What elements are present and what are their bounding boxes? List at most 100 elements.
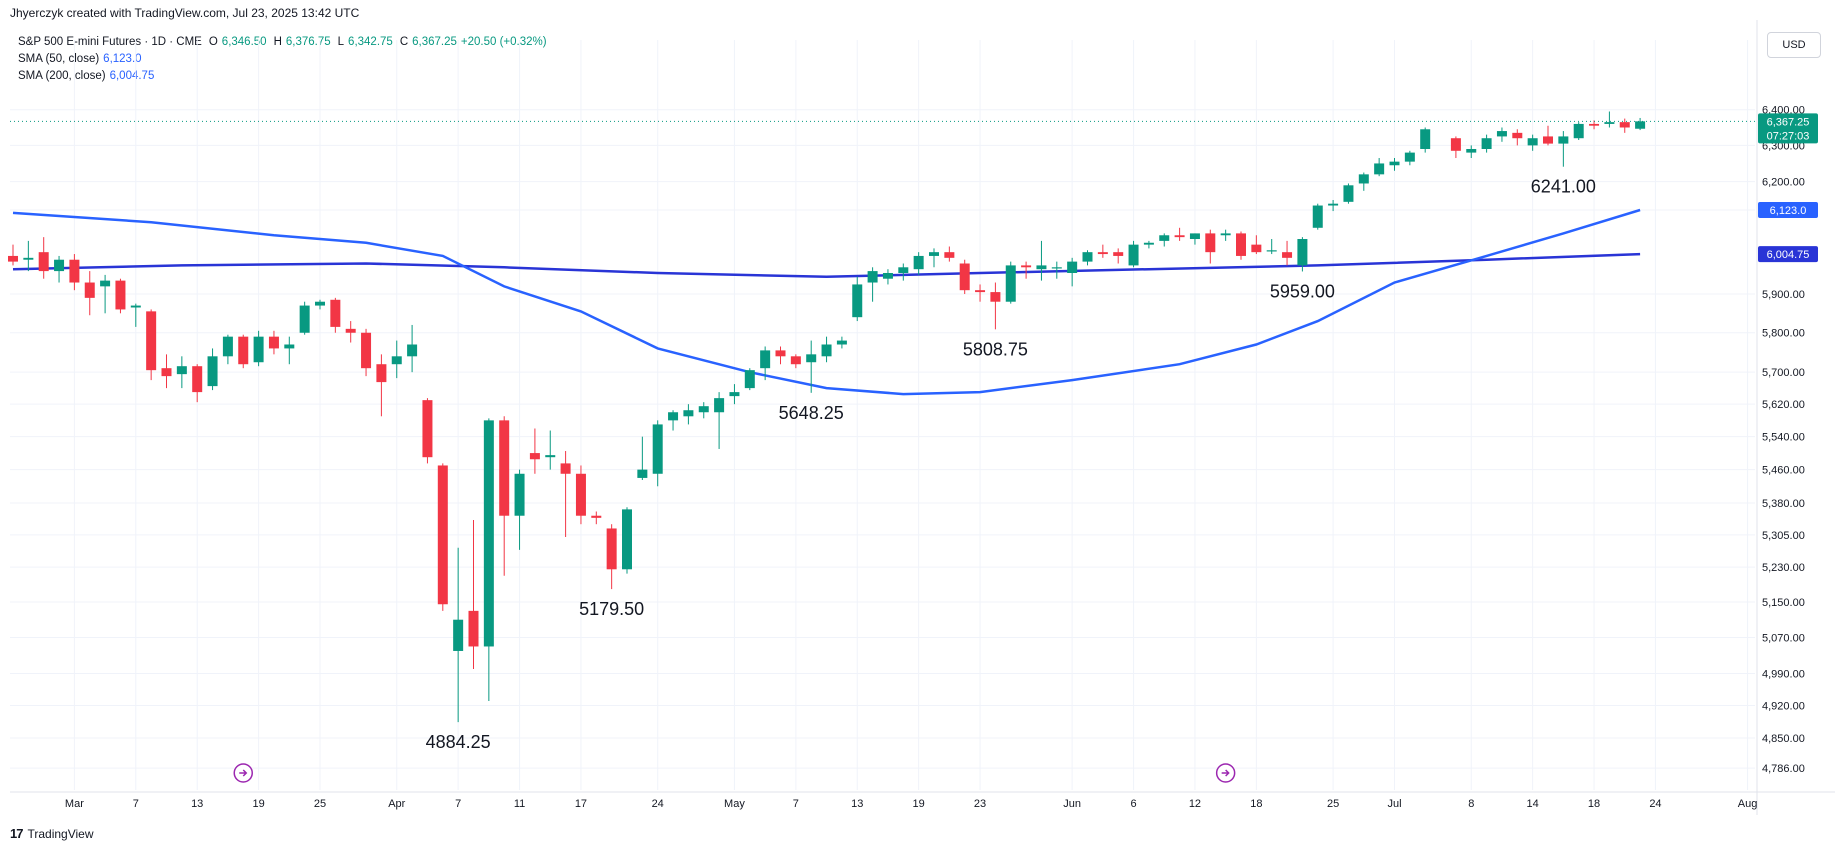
candle[interactable] xyxy=(8,244,18,266)
candle[interactable] xyxy=(821,336,832,363)
candle[interactable] xyxy=(683,404,694,425)
candle[interactable] xyxy=(714,392,725,449)
candle[interactable] xyxy=(437,463,448,611)
candle[interactable] xyxy=(514,469,525,550)
candle[interactable] xyxy=(1159,233,1170,247)
candle[interactable] xyxy=(1051,261,1062,279)
candle[interactable] xyxy=(913,252,924,275)
candle[interactable] xyxy=(161,354,172,389)
candle[interactable] xyxy=(775,346,786,365)
candle[interactable] xyxy=(1420,127,1431,153)
event-markers[interactable] xyxy=(233,763,1236,783)
candle[interactable] xyxy=(1635,117,1646,131)
candle[interactable] xyxy=(422,398,433,464)
candle[interactable] xyxy=(176,356,187,389)
candle[interactable] xyxy=(652,420,663,487)
candle[interactable] xyxy=(1512,129,1523,146)
candle[interactable] xyxy=(1558,131,1569,167)
candle[interactable] xyxy=(1143,240,1154,249)
symbol-title[interactable]: S&P 500 E-mini Futures · 1D · CME xyxy=(18,36,202,48)
candle[interactable] xyxy=(929,248,939,268)
legend-symbol-row[interactable]: S&P 500 E-mini Futures · 1D · CME O 6,346… xyxy=(18,34,547,51)
candle[interactable] xyxy=(867,267,878,302)
candle[interactable] xyxy=(1589,120,1600,130)
candle[interactable] xyxy=(1573,122,1584,141)
candle[interactable] xyxy=(115,278,126,314)
candle[interactable] xyxy=(790,354,801,369)
candle[interactable] xyxy=(1450,136,1461,159)
candle[interactable] xyxy=(760,346,771,381)
candle[interactable] xyxy=(268,330,279,355)
candle[interactable] xyxy=(852,276,863,322)
candle[interactable] xyxy=(836,336,847,349)
candle[interactable] xyxy=(345,321,356,343)
candle[interactable] xyxy=(606,524,617,590)
candle[interactable] xyxy=(192,364,203,403)
legend-sma50-row[interactable]: SMA (50, close) 6,123.0 xyxy=(18,51,547,68)
candle[interactable] xyxy=(23,240,34,272)
candle[interactable] xyxy=(545,430,556,470)
candle[interactable] xyxy=(1604,111,1615,128)
candle[interactable] xyxy=(54,255,65,283)
candle[interactable] xyxy=(1496,127,1507,142)
candle[interactable] xyxy=(1543,125,1553,146)
candle[interactable] xyxy=(84,271,95,316)
candle[interactable] xyxy=(453,547,464,723)
candle[interactable] xyxy=(898,263,909,281)
price-axis[interactable]: 6,400.006,300.006,200.006,123.05,900.005… xyxy=(1762,105,1805,775)
candle[interactable] xyxy=(1374,158,1385,177)
candle[interactable] xyxy=(1328,199,1339,212)
candle[interactable] xyxy=(990,282,1001,330)
legend-sma200-row[interactable]: SMA (200, close) 6,004.75 xyxy=(18,68,547,85)
candle[interactable] xyxy=(1297,237,1308,272)
candle[interactable] xyxy=(299,301,310,335)
candle[interactable] xyxy=(944,246,955,262)
candle[interactable] xyxy=(284,336,295,365)
candle[interactable] xyxy=(806,340,817,393)
candle[interactable] xyxy=(622,507,632,574)
candle[interactable] xyxy=(407,324,418,373)
dividend-arrow-icon[interactable] xyxy=(1215,763,1236,783)
candle[interactable] xyxy=(591,511,602,525)
candle[interactable] xyxy=(1097,244,1108,258)
candle[interactable] xyxy=(1251,235,1262,255)
sma200-label[interactable]: SMA (200, close) xyxy=(18,70,106,82)
candle[interactable] xyxy=(1619,118,1630,133)
candle[interactable] xyxy=(253,330,264,367)
candles[interactable] xyxy=(8,111,1646,723)
candle[interactable] xyxy=(1128,240,1139,268)
tradingview-logo[interactable]: 17 TradingView xyxy=(10,826,94,841)
candle[interactable] xyxy=(483,418,494,701)
candle[interactable] xyxy=(1113,248,1124,264)
candle[interactable] xyxy=(238,334,249,369)
candle[interactable] xyxy=(1282,240,1293,266)
candle[interactable] xyxy=(1404,150,1415,166)
candle[interactable] xyxy=(744,368,755,391)
candle[interactable] xyxy=(1067,257,1078,287)
candle[interactable] xyxy=(1236,231,1246,260)
candle[interactable] xyxy=(529,428,540,474)
candle[interactable] xyxy=(1466,145,1477,159)
candle[interactable] xyxy=(1343,183,1354,204)
candle[interactable] xyxy=(1082,250,1093,266)
candle[interactable] xyxy=(975,284,986,302)
candle[interactable] xyxy=(69,254,80,291)
candle[interactable] xyxy=(1021,261,1032,279)
candle[interactable] xyxy=(376,354,387,417)
candle[interactable] xyxy=(130,303,141,327)
candle[interactable] xyxy=(668,410,679,431)
candle[interactable] xyxy=(560,451,571,537)
candle[interactable] xyxy=(1036,240,1047,281)
time-axis[interactable]: Mar 7 13 19 25 Apr 7 11 17 24 May 7 13 19 23 Jun 6 12 18 25… xyxy=(65,798,1757,810)
candle[interactable] xyxy=(391,340,402,379)
candle[interactable] xyxy=(330,297,341,333)
candle[interactable] xyxy=(1205,229,1216,264)
sma50-label[interactable]: SMA (50, close) xyxy=(18,53,100,65)
candle[interactable] xyxy=(315,299,325,310)
candle[interactable] xyxy=(729,384,740,405)
candle[interactable] xyxy=(499,416,510,576)
candle[interactable] xyxy=(468,519,479,670)
candle[interactable] xyxy=(100,274,111,314)
currency-button[interactable]: USD xyxy=(1767,32,1821,58)
